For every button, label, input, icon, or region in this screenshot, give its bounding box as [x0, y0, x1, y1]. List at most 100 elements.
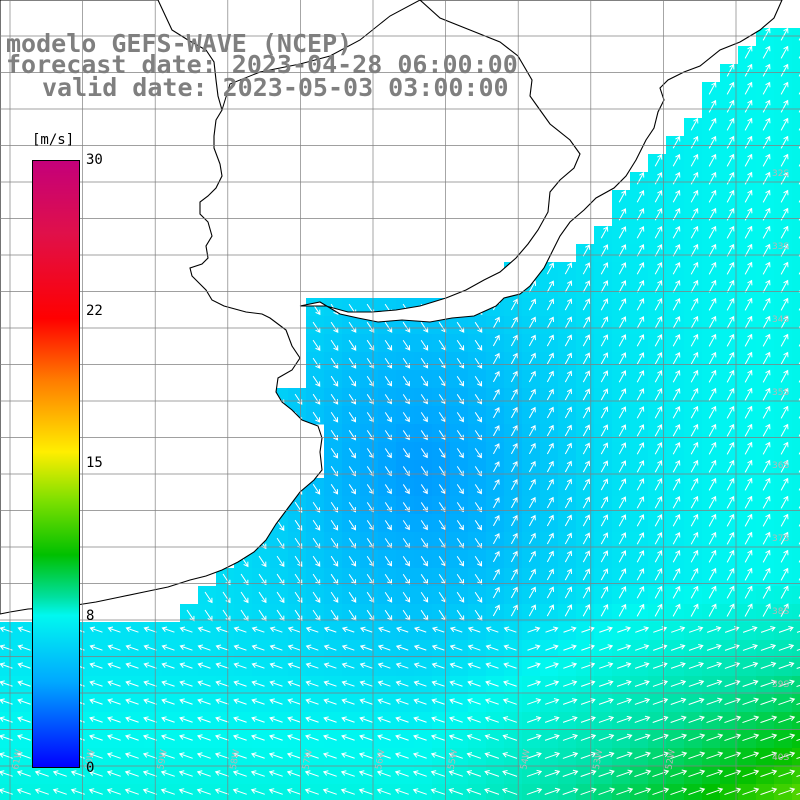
- wind-arrow: [215, 698, 229, 705]
- wind-arrow: [366, 376, 375, 387]
- wind-arrow: [796, 702, 800, 706]
- wind-arrow: [618, 460, 627, 473]
- field-cell: [396, 784, 415, 800]
- wind-arrow: [618, 388, 627, 401]
- field-cell: [792, 478, 800, 497]
- wind-arrow: [143, 662, 157, 669]
- forecast-date-title: forecast date: 2023-04-28 06:00:00: [6, 50, 518, 79]
- wind-arrow: [780, 189, 789, 203]
- wind-arrow: [287, 734, 301, 741]
- wind-arrow: [276, 573, 285, 586]
- wind-arrow: [600, 370, 609, 383]
- wind-arrow: [222, 591, 231, 604]
- wind-arrow: [420, 556, 428, 567]
- wind-arrow: [395, 734, 409, 741]
- wind-arrow: [233, 662, 247, 669]
- wind-arrow: [359, 644, 373, 651]
- wind-arrow: [420, 394, 428, 405]
- wind-arrow: [492, 370, 500, 383]
- wind-arrow: [636, 532, 645, 545]
- wind-arrow: [378, 626, 391, 633]
- wind-arrow: [341, 644, 355, 651]
- wind-arrow: [286, 788, 301, 795]
- wind-arrow: [724, 787, 742, 796]
- field-cell: [432, 784, 451, 800]
- wind-arrow: [413, 662, 427, 669]
- wind-arrow: [708, 297, 717, 311]
- wind-arrow: [708, 189, 717, 203]
- wind-arrow: [796, 666, 800, 669]
- field-cell: [324, 784, 343, 800]
- wind-arrow: [580, 733, 597, 741]
- wind-arrow: [762, 243, 771, 257]
- wind-arrow: [582, 532, 591, 545]
- field-cell: [792, 622, 800, 641]
- wind-arrow: [672, 459, 681, 473]
- wind-arrow: [690, 459, 699, 473]
- wind-arrow: [233, 644, 247, 651]
- wind-arrow: [544, 733, 560, 741]
- wind-arrow: [708, 153, 717, 167]
- wind-arrow: [269, 698, 283, 705]
- wind-arrow: [780, 315, 789, 329]
- wind-arrow: [125, 698, 139, 705]
- wind-arrow: [107, 716, 121, 723]
- wind-arrow: [143, 680, 157, 687]
- wind-arrow: [690, 567, 699, 581]
- wind-arrow: [708, 441, 717, 455]
- wind-arrow: [582, 298, 591, 311]
- wind-arrow: [402, 448, 410, 459]
- wind-arrow: [726, 99, 735, 113]
- wind-arrow: [690, 225, 699, 239]
- wind-arrow: [0, 770, 13, 777]
- wind-arrow: [690, 351, 699, 365]
- wind-arrow: [636, 334, 645, 347]
- wind-arrow: [654, 225, 663, 239]
- wind-arrow: [484, 752, 500, 759]
- wind-arrow: [600, 532, 609, 545]
- wind-arrow: [689, 626, 704, 633]
- wind-arrow: [726, 441, 735, 455]
- wind-arrow: [448, 752, 463, 759]
- wind-arrow: [359, 698, 373, 705]
- wind-arrow: [233, 626, 247, 633]
- wind-arrow: [527, 644, 541, 651]
- wind-arrow: [178, 770, 193, 777]
- wind-arrow: [124, 752, 139, 759]
- wind-arrow: [341, 662, 355, 669]
- wind-arrow: [742, 679, 759, 687]
- wind-arrow: [125, 680, 139, 687]
- wind-arrow: [582, 262, 591, 275]
- field-cell: [36, 784, 55, 800]
- wind-arrow: [251, 680, 265, 687]
- wind-arrow: [562, 787, 579, 795]
- wind-arrow: [510, 586, 518, 599]
- wind-arrow: [582, 280, 591, 293]
- wind-arrow: [240, 591, 249, 604]
- wind-arrow: [744, 261, 753, 275]
- wind-arrow: [780, 567, 789, 581]
- wind-arrow: [562, 733, 578, 741]
- wind-arrow: [654, 261, 663, 275]
- field-cell: [486, 784, 505, 800]
- colorbar-gradient: [33, 161, 79, 767]
- wind-arrow: [528, 370, 536, 383]
- wind-arrow: [564, 532, 572, 545]
- wind-arrow: [312, 411, 321, 423]
- wind-arrow: [780, 513, 789, 527]
- wind-arrow: [377, 734, 391, 741]
- wind-arrow: [744, 279, 753, 293]
- wind-arrow: [197, 734, 211, 741]
- wind-arrow: [546, 406, 554, 419]
- field-cell: [774, 784, 793, 800]
- wind-arrow: [760, 715, 778, 724]
- wind-arrows: [0, 27, 800, 796]
- wind-arrow: [178, 788, 193, 795]
- wind-arrow: [142, 770, 157, 777]
- wind-arrow: [161, 644, 175, 651]
- wind-arrow: [580, 715, 596, 723]
- wind-arrow: [744, 531, 753, 545]
- wind-arrow: [305, 734, 319, 741]
- wind-arrow: [503, 644, 517, 651]
- wind-arrow: [395, 662, 409, 669]
